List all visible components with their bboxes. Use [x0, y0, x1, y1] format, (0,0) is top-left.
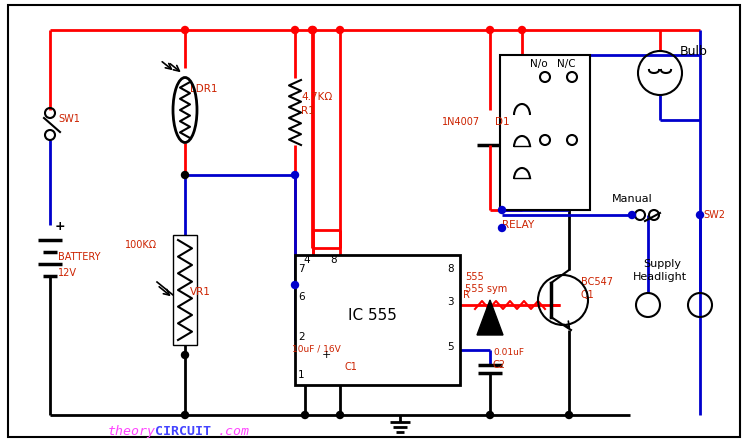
Text: D1: D1	[495, 117, 509, 127]
Circle shape	[182, 352, 188, 359]
Circle shape	[518, 27, 526, 33]
Text: LDR1: LDR1	[190, 84, 218, 94]
Text: R1: R1	[301, 106, 315, 116]
Circle shape	[628, 211, 636, 218]
Circle shape	[310, 27, 316, 33]
Text: BATTERY: BATTERY	[58, 252, 100, 262]
Polygon shape	[477, 300, 503, 335]
Text: +: +	[322, 350, 331, 360]
Text: CIRCUIT: CIRCUIT	[155, 425, 211, 438]
Circle shape	[292, 282, 298, 288]
Circle shape	[486, 27, 494, 33]
Text: 555 sym: 555 sym	[465, 284, 507, 294]
Text: 8: 8	[330, 255, 337, 265]
Circle shape	[565, 412, 572, 418]
Text: .com: .com	[218, 425, 250, 438]
Text: Manual: Manual	[612, 194, 653, 204]
Circle shape	[308, 27, 316, 33]
Text: theory: theory	[108, 425, 156, 438]
Bar	[173, 235, 197, 345]
Text: N/o: N/o	[530, 59, 548, 69]
Text: C2: C2	[493, 360, 506, 370]
Circle shape	[696, 211, 704, 218]
Text: 7: 7	[298, 264, 304, 274]
Text: 6: 6	[298, 292, 304, 302]
Text: 4.7KΩ: 4.7KΩ	[301, 92, 332, 102]
Text: 0.01uF: 0.01uF	[493, 348, 524, 357]
Text: 5: 5	[447, 342, 453, 352]
Text: 8: 8	[447, 264, 453, 274]
Circle shape	[292, 171, 298, 178]
Text: VR1: VR1	[190, 287, 211, 297]
Circle shape	[182, 27, 188, 33]
Text: 1: 1	[298, 370, 304, 380]
Circle shape	[292, 27, 298, 33]
Circle shape	[301, 412, 308, 418]
Text: C1: C1	[345, 362, 358, 372]
Text: Bulb: Bulb	[680, 45, 708, 58]
Text: R: R	[463, 290, 470, 300]
Text: 10uF / 16V: 10uF / 16V	[292, 345, 341, 354]
Text: +: +	[55, 220, 66, 233]
Circle shape	[498, 206, 506, 214]
Text: 12V: 12V	[58, 268, 77, 278]
Text: SW2: SW2	[703, 210, 725, 220]
Text: N/C: N/C	[557, 59, 576, 69]
Text: BC547: BC547	[581, 277, 613, 287]
Text: 100KΩ: 100KΩ	[125, 240, 157, 250]
Circle shape	[498, 224, 506, 231]
Bar	[500, 55, 590, 210]
Text: RELAY: RELAY	[502, 220, 534, 230]
Text: IC 555: IC 555	[348, 307, 397, 323]
Text: 3: 3	[447, 297, 453, 307]
Text: Headlight: Headlight	[633, 272, 687, 282]
Circle shape	[486, 412, 494, 418]
Text: 2: 2	[298, 332, 304, 342]
Circle shape	[635, 210, 645, 220]
Text: Supply: Supply	[643, 259, 681, 269]
Circle shape	[337, 412, 343, 418]
Text: SW1: SW1	[58, 114, 80, 124]
Text: Q1: Q1	[581, 290, 595, 300]
Text: 1N4007: 1N4007	[442, 117, 480, 127]
Text: 555: 555	[465, 272, 484, 282]
Circle shape	[182, 171, 188, 178]
Bar	[295, 255, 460, 385]
Text: 4: 4	[303, 255, 310, 265]
Circle shape	[649, 210, 659, 220]
Circle shape	[182, 412, 188, 418]
Circle shape	[337, 27, 343, 33]
